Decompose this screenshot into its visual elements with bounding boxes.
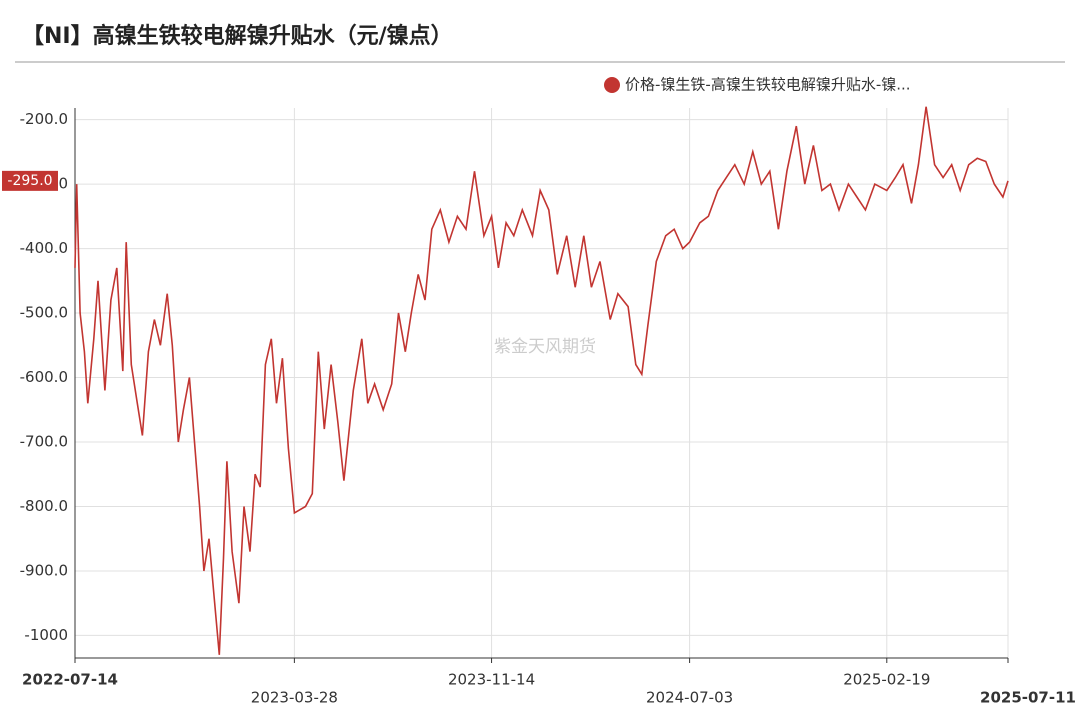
legend-marker <box>604 77 620 93</box>
x-tick-label: 2023-03-28 <box>251 689 338 707</box>
y-tick-label: -400.0 <box>20 239 68 257</box>
watermark: 紫金天风期货 <box>494 337 596 357</box>
x-tick-label: 2025-07-11 <box>980 689 1076 707</box>
y-tick-label: -600.0 <box>20 368 68 386</box>
last-value-label: -295.0 <box>7 173 52 189</box>
y-tick-label: -500.0 <box>20 304 68 322</box>
x-tick-label: 2023-11-14 <box>448 671 535 689</box>
y-tick-label: -700.0 <box>20 432 68 450</box>
y-tick-label: -200.0 <box>20 110 68 128</box>
legend-label: 价格-镍生铁-高镍生铁较电解镍升贴水-镍... <box>625 76 911 94</box>
y-tick-label: -800.0 <box>20 497 68 515</box>
x-tick-label: 2022-07-14 <box>22 671 118 689</box>
chart-title: 【NI】高镍生铁较电解镍升贴水（元/镍点） <box>22 23 453 49</box>
last-value-box <box>2 170 58 191</box>
y-tick-label: -1000 <box>24 626 68 644</box>
x-tick-label: 2024-07-03 <box>646 689 733 707</box>
x-tick-label: 2025-02-19 <box>843 671 930 689</box>
y-tick-label: -900.0 <box>20 561 68 579</box>
series-line <box>74 106 1009 655</box>
